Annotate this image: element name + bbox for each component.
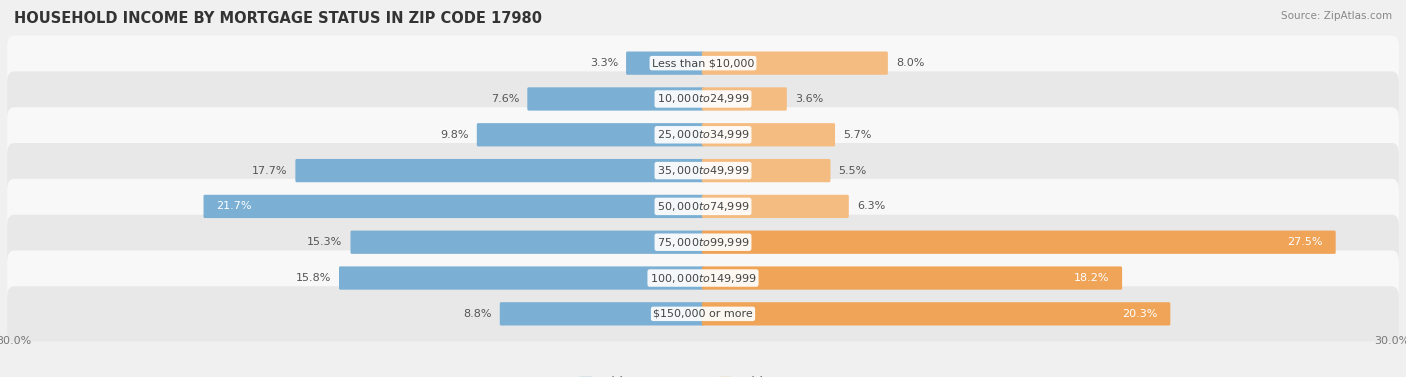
FancyBboxPatch shape — [702, 159, 831, 182]
FancyBboxPatch shape — [499, 302, 704, 325]
Text: 18.2%: 18.2% — [1074, 273, 1109, 283]
FancyBboxPatch shape — [204, 195, 704, 218]
Text: $50,000 to $74,999: $50,000 to $74,999 — [657, 200, 749, 213]
FancyBboxPatch shape — [702, 302, 1170, 325]
Legend: Without Mortgage, With Mortgage: Without Mortgage, With Mortgage — [579, 376, 827, 377]
Text: HOUSEHOLD INCOME BY MORTGAGE STATUS IN ZIP CODE 17980: HOUSEHOLD INCOME BY MORTGAGE STATUS IN Z… — [14, 11, 543, 26]
Text: 8.0%: 8.0% — [896, 58, 924, 68]
FancyBboxPatch shape — [527, 87, 704, 110]
Text: 7.6%: 7.6% — [491, 94, 519, 104]
Text: 5.5%: 5.5% — [838, 166, 866, 176]
Text: 17.7%: 17.7% — [252, 166, 287, 176]
FancyBboxPatch shape — [7, 35, 1399, 91]
FancyBboxPatch shape — [702, 87, 787, 110]
FancyBboxPatch shape — [702, 195, 849, 218]
Text: 21.7%: 21.7% — [217, 201, 252, 211]
Text: 15.8%: 15.8% — [295, 273, 330, 283]
Text: 3.6%: 3.6% — [794, 94, 823, 104]
FancyBboxPatch shape — [350, 231, 704, 254]
Text: 6.3%: 6.3% — [856, 201, 886, 211]
FancyBboxPatch shape — [7, 179, 1399, 234]
Text: 9.8%: 9.8% — [440, 130, 468, 140]
Text: Less than $10,000: Less than $10,000 — [652, 58, 754, 68]
FancyBboxPatch shape — [702, 267, 1122, 290]
Text: $150,000 or more: $150,000 or more — [654, 309, 752, 319]
Text: $10,000 to $24,999: $10,000 to $24,999 — [657, 92, 749, 106]
FancyBboxPatch shape — [7, 286, 1399, 342]
FancyBboxPatch shape — [702, 231, 1336, 254]
FancyBboxPatch shape — [7, 215, 1399, 270]
Text: 8.8%: 8.8% — [463, 309, 492, 319]
Text: 5.7%: 5.7% — [844, 130, 872, 140]
FancyBboxPatch shape — [7, 250, 1399, 306]
Text: $35,000 to $49,999: $35,000 to $49,999 — [657, 164, 749, 177]
FancyBboxPatch shape — [295, 159, 704, 182]
Text: 27.5%: 27.5% — [1288, 237, 1323, 247]
Text: $100,000 to $149,999: $100,000 to $149,999 — [650, 271, 756, 285]
Text: 3.3%: 3.3% — [589, 58, 619, 68]
FancyBboxPatch shape — [7, 107, 1399, 162]
FancyBboxPatch shape — [702, 52, 887, 75]
FancyBboxPatch shape — [702, 123, 835, 146]
FancyBboxPatch shape — [477, 123, 704, 146]
Text: 15.3%: 15.3% — [307, 237, 343, 247]
FancyBboxPatch shape — [626, 52, 704, 75]
Text: $25,000 to $34,999: $25,000 to $34,999 — [657, 128, 749, 141]
Text: $75,000 to $99,999: $75,000 to $99,999 — [657, 236, 749, 249]
Text: Source: ZipAtlas.com: Source: ZipAtlas.com — [1281, 11, 1392, 21]
FancyBboxPatch shape — [7, 143, 1399, 198]
Text: 20.3%: 20.3% — [1122, 309, 1157, 319]
FancyBboxPatch shape — [339, 267, 704, 290]
FancyBboxPatch shape — [7, 71, 1399, 127]
